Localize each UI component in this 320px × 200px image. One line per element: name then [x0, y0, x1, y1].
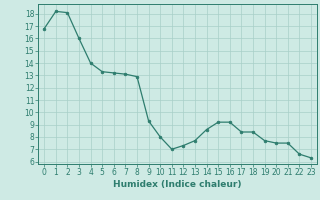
X-axis label: Humidex (Indice chaleur): Humidex (Indice chaleur) [113, 180, 242, 189]
